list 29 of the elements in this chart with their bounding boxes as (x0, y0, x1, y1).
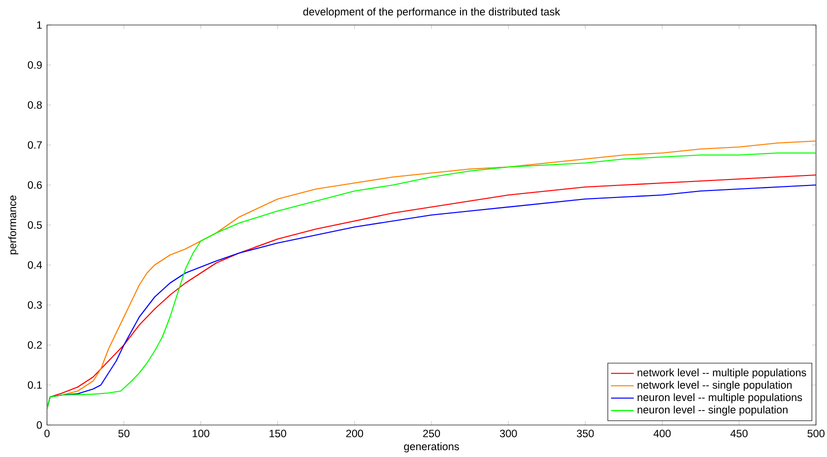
y-tick-label: 0.5 (28, 221, 42, 229)
legend-label: network level -- single population (638, 380, 792, 391)
x-tick-label: 300 (500, 430, 517, 438)
legend-label: neuron level -- multiple populations (638, 393, 802, 404)
x-tick-label: 250 (423, 430, 440, 438)
x-tick-label: 450 (730, 430, 748, 438)
y-tick-label: 0.8 (28, 101, 42, 109)
x-axis-title: generations (404, 442, 459, 452)
y-tick-label: 0.6 (28, 181, 42, 189)
x-tick-label: 100 (192, 430, 210, 438)
x-tick-label: 50 (118, 430, 130, 438)
legend-label: neuron level -- single population (638, 406, 788, 416)
chart-title: development of the performance in the distributed task (303, 8, 560, 18)
y-tick-label: 0.9 (28, 61, 42, 69)
y-tick-label: 0.1 (28, 381, 42, 389)
x-tick-label: 400 (654, 430, 671, 438)
x-tick-label: 150 (270, 430, 286, 438)
x-tick-label: 500 (808, 430, 824, 438)
y-tick-label: 0.2 (28, 341, 42, 349)
y-tick-label: 1 (37, 21, 42, 29)
x-tick-label: 200 (346, 430, 364, 438)
y-tick-label: 0.4 (28, 261, 42, 269)
x-tick-label: 350 (576, 430, 594, 438)
legend-label: network level -- multiple populations (638, 368, 806, 378)
x-tick-label: 0 (44, 430, 50, 438)
y-tick-label: 0.3 (28, 301, 42, 309)
y-tick-label: 0 (36, 421, 42, 429)
y-tick-label: 0.7 (28, 141, 42, 149)
y-axis-title: performance (8, 196, 18, 254)
